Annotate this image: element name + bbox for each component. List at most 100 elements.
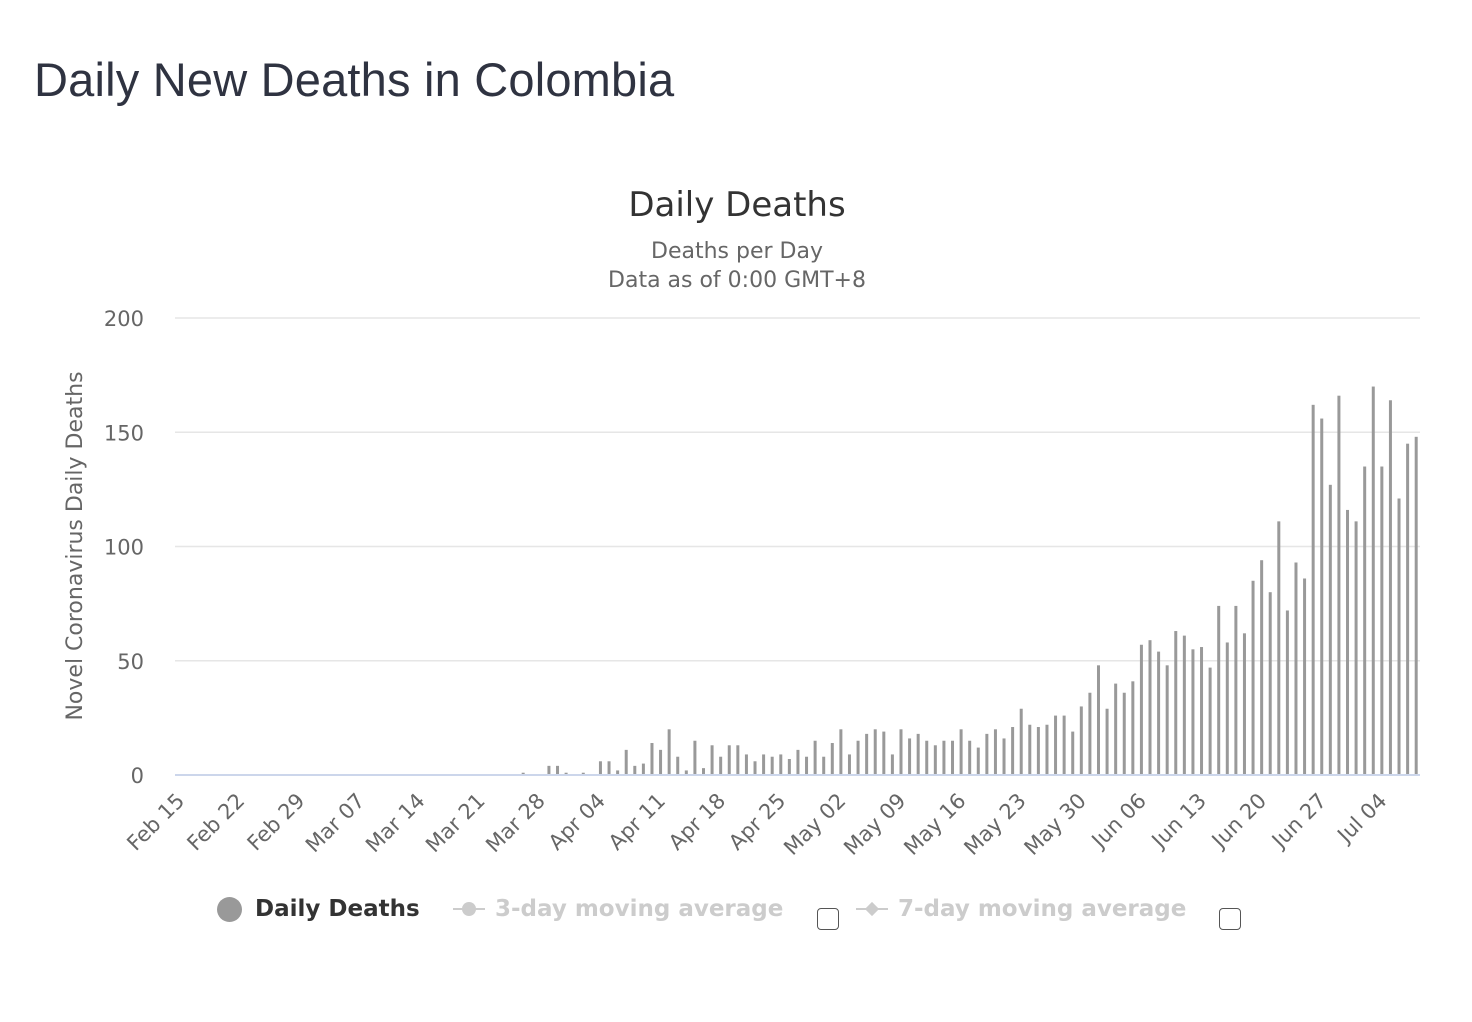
bar [1182,635,1186,775]
bar [1277,521,1281,775]
y-tick-label: 50 [117,650,144,674]
chart-subtitle-line-2: Data as of 0:00 GMT+8 [608,268,866,293]
bar [1328,484,1332,775]
bar [693,740,697,775]
x-tick-label: Apr 18 [664,789,730,855]
bar [1062,715,1066,775]
bar [1320,418,1324,775]
bar [624,749,628,775]
checkbox-7-day-average[interactable] [1219,908,1241,930]
bar [1303,578,1307,775]
bar [719,756,723,775]
bar [1079,706,1083,775]
bar [873,729,877,775]
bar [667,729,671,775]
legend-label-7-day-average: 7-day moving average [898,896,1187,922]
bar [1054,715,1058,775]
y-axis-ticks: 0 50 100 150 200 [104,307,144,788]
bar [1028,724,1032,775]
bar [702,768,705,775]
bar [598,761,602,775]
bar [1114,683,1118,775]
bar [1165,665,1169,775]
x-tick-label: Mar 14 [361,789,430,858]
bar [1414,436,1418,775]
bar [805,756,809,775]
legend-item-3-day-average[interactable]: 3-day moving average [453,896,783,922]
bar [1200,647,1204,775]
x-tick-label: Jun 13 [1146,789,1211,854]
bar [1363,466,1367,775]
legend-dot-icon [217,896,242,922]
bar [1174,631,1178,775]
page-title: Daily New Deaths in Colombia [34,53,675,106]
bar [1234,605,1238,775]
legend-label-daily-deaths: Daily Deaths [255,896,420,922]
bar [616,770,620,775]
bar [865,733,869,775]
bar [736,745,740,775]
legend-item-7-day-average[interactable]: 7-day moving average [856,896,1186,922]
legend-label-3-day-average: 3-day moving average [495,896,784,922]
bar [1406,443,1410,775]
bar [839,729,843,775]
y-tick-label: 200 [104,307,144,331]
legend: Daily Deaths 3-day moving average 7-day … [0,896,1472,936]
x-tick-label: Apr 11 [604,789,670,855]
bar [968,740,972,775]
legend-item-daily-deaths[interactable]: Daily Deaths [217,896,420,922]
bar [1268,592,1272,775]
bar [1122,692,1126,775]
y-axis-label: Novel Coronavirus Daily Deaths [63,371,88,720]
bar [1011,727,1015,775]
bar [564,772,568,775]
bar [676,756,680,775]
bar [607,761,611,775]
x-tick-label: Mar 21 [421,789,490,858]
y-tick-label: 150 [104,421,144,445]
bar [1285,610,1289,775]
x-tick-label: May 02 [779,789,850,860]
bar [1380,466,1384,775]
bar [890,754,894,775]
bar [1388,400,1392,775]
chart-subtitle-line-1: Deaths per Day [651,239,823,264]
bar [847,754,851,775]
bar [933,745,937,775]
y-gridlines [175,317,1420,662]
checkbox-3-day-average[interactable] [817,908,839,930]
x-tick-label: Jun 20 [1206,789,1271,854]
bar [1131,681,1135,775]
bar [556,765,560,775]
x-tick-label: Jul 04 [1332,789,1392,849]
bar [1294,562,1298,775]
bar [633,765,637,775]
bar-series-daily-deaths[interactable] [521,386,1418,775]
bar [1071,731,1075,775]
bar [993,729,997,775]
bar [1148,640,1152,775]
bar [1139,644,1143,775]
bar [959,729,963,775]
x-tick-label: May 16 [899,789,970,860]
bar [779,754,783,775]
bar [1019,708,1023,775]
bar [1088,692,1092,775]
bar [1105,708,1109,775]
diamond-line-marker-icon [856,899,888,919]
bar [1346,509,1350,775]
bar [521,772,525,775]
bar [1096,665,1100,775]
x-tick-label: Feb 29 [243,789,310,856]
bar [1225,642,1229,775]
x-tick-label: Apr 04 [544,789,610,855]
bar [744,754,748,775]
bar [856,740,860,775]
bar [1002,738,1006,775]
x-tick-label: Jun 06 [1086,789,1151,854]
bar [641,763,645,775]
bar [899,729,903,775]
x-tick-label: Mar 07 [301,789,370,858]
bar [659,749,663,775]
